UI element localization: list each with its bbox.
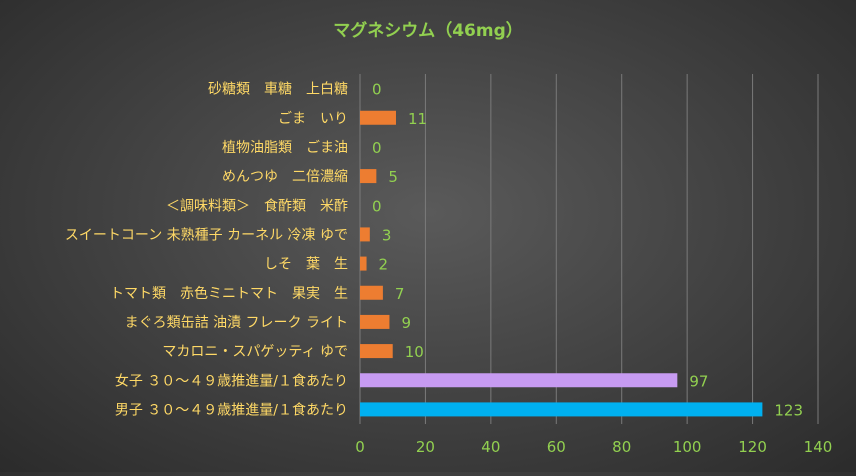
- data-label: 97: [689, 372, 708, 390]
- x-tick-label: 20: [416, 438, 435, 456]
- x-tick-label: 60: [547, 438, 566, 456]
- data-label: 5: [388, 168, 398, 186]
- chart-title: マグネシウム（46mg）: [333, 20, 523, 41]
- x-tick-label: 100: [673, 438, 702, 456]
- category-label: ごま いり: [278, 111, 348, 127]
- bar-11: [360, 402, 763, 417]
- data-label: 0: [372, 197, 382, 215]
- data-label: 3: [382, 226, 392, 244]
- category-label: 女子 ３０～４９歳推進量/１食あたり: [115, 372, 348, 389]
- gridlines: [359, 74, 819, 424]
- x-tick-label: 40: [481, 438, 500, 456]
- bar-6: [360, 256, 367, 271]
- bars: [360, 110, 763, 417]
- data-label: 0: [372, 139, 382, 157]
- category-label: めんつゆ 二倍濃縮: [222, 169, 348, 185]
- bar-8: [360, 314, 390, 329]
- data-label: 7: [395, 285, 405, 303]
- category-label: まぐろ類缶詰 油漬 フレーク ライト: [125, 315, 348, 331]
- category-label: 植物油脂類 ごま油: [222, 140, 348, 156]
- data-label: 11: [408, 110, 427, 128]
- data-label: 0: [372, 81, 382, 99]
- data-label: 9: [401, 314, 411, 332]
- x-tick-label: 140: [804, 438, 833, 456]
- bar-7: [360, 285, 383, 300]
- x-tick-label: 0: [355, 438, 365, 456]
- data-label: 10: [405, 343, 424, 361]
- bar-3: [360, 169, 377, 184]
- bar-10: [360, 373, 678, 388]
- data-label: 123: [774, 401, 803, 419]
- category-label: しそ 葉 生: [264, 257, 348, 273]
- data-label: 2: [379, 256, 389, 274]
- category-label: 砂糖類 車糖 上白糖: [208, 81, 348, 98]
- category-label: ＜調味料類＞ 食酢類 米酢: [166, 197, 348, 214]
- x-tick-label: 120: [738, 438, 767, 456]
- category-label: マカロニ・スパゲッティ ゆで: [162, 344, 348, 360]
- bar-5: [360, 227, 370, 242]
- category-label: 男子 ３０～４９歳推進量/１食あたり: [115, 401, 348, 418]
- bar-9: [360, 344, 393, 359]
- category-label: トマト類 赤色ミニトマト 果実 生: [110, 285, 348, 302]
- category-label: スイートコーン 未熟種子 カーネル 冷凍 ゆで: [65, 227, 348, 243]
- x-tick-label: 80: [612, 438, 631, 456]
- bar-1: [360, 110, 396, 125]
